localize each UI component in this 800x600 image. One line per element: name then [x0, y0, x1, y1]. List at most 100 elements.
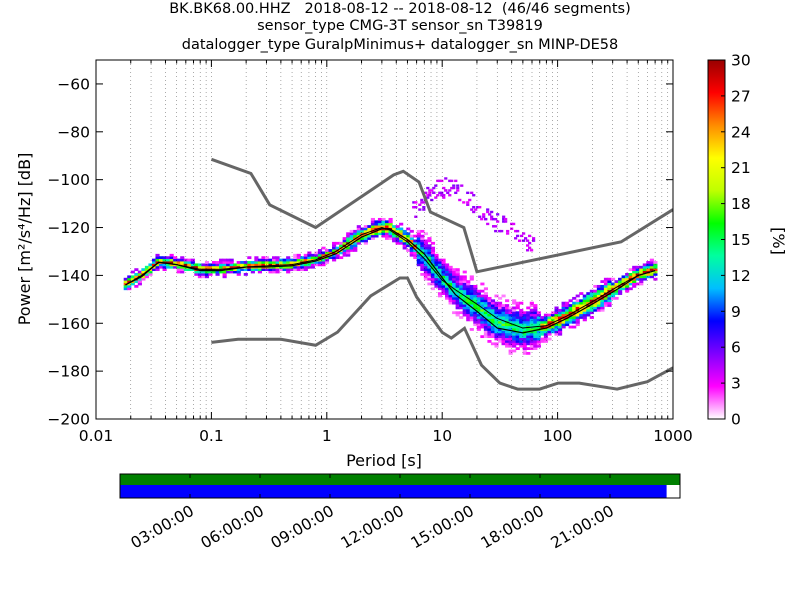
heatmap-cell: [543, 330, 549, 334]
heatmap-cell: [533, 320, 538, 324]
x-tick-label: 1000: [653, 427, 692, 445]
heatmap-cell: [215, 273, 220, 276]
heatmap-cell: [579, 292, 584, 295]
heatmap-cell: [430, 280, 436, 283]
heatmap-cell: [409, 234, 414, 238]
heatmap-cell: [219, 258, 224, 262]
heatmap-cell: [639, 280, 644, 283]
heatmap-cell: [226, 265, 231, 269]
heatmap-cell: [536, 323, 541, 327]
heatmap-cell: [610, 294, 616, 298]
heatmap-cell: [370, 225, 375, 228]
heatmap-cell: [501, 320, 506, 324]
heatmap-cell: [137, 277, 142, 281]
heatmap-cell: [275, 261, 280, 264]
heatmap-cell: [420, 253, 425, 257]
heatmap-cell: [423, 251, 428, 255]
heatmap-cell: [363, 234, 368, 238]
heatmap-cell: [501, 340, 506, 343]
heatmap-cell: [543, 335, 549, 339]
heatmap-cell: [480, 311, 485, 315]
heatmap-cell: [635, 277, 640, 281]
heatmap-cell: [596, 308, 601, 312]
heatmap-cell: [395, 227, 400, 231]
heatmap-cell: [127, 287, 132, 291]
heatmap-cell: [561, 311, 566, 315]
colorbar-tick-label: 0: [731, 411, 741, 429]
heatmap-cell: [261, 258, 266, 262]
heatmap-cell: [519, 335, 524, 339]
heatmap-cell: [526, 340, 531, 343]
heatmap-cell: [462, 299, 467, 303]
heatmap-cell: [420, 198, 424, 202]
heatmap-cell: [533, 311, 538, 315]
heatmap-cell: [310, 265, 315, 269]
heatmap-cell: [490, 328, 496, 331]
heatmap-cell: [208, 263, 213, 267]
heatmap-cell: [342, 249, 347, 252]
heatmap-cell: [384, 222, 390, 226]
heatmap-cell: [593, 296, 598, 300]
heatmap-cell: [600, 306, 605, 310]
heatmap-cell: [607, 282, 612, 286]
heatmap-cell: [505, 313, 510, 317]
heatmap-cell: [476, 320, 481, 324]
heatmap-cell: [155, 256, 160, 260]
heatmap-cell: [420, 268, 425, 272]
heatmap-cell: [550, 316, 556, 319]
heatmap-cell: [490, 306, 496, 310]
heatmap-cell: [409, 237, 414, 240]
heatmap-cell: [494, 308, 499, 312]
heatmap-cell: [582, 299, 587, 303]
heatmap-cell: [219, 261, 224, 264]
heatmap-cell: [427, 275, 432, 279]
heatmap-cell: [155, 258, 160, 262]
heatmap-cell: [300, 256, 305, 260]
heatmap-cell: [314, 253, 319, 257]
heatmap-cell: [406, 232, 411, 236]
heatmap-cell: [515, 323, 520, 327]
heatmap-cell: [476, 289, 481, 293]
heatmap-cell: [497, 332, 503, 336]
heatmap-cell: [406, 237, 411, 240]
heatmap-cell: [332, 258, 337, 262]
heatmap-cell: [441, 284, 446, 288]
heatmap-cell: [500, 229, 504, 233]
heatmap-cell: [459, 296, 464, 300]
heatmap-cell: [250, 268, 255, 272]
heatmap-cell: [515, 337, 520, 341]
heatmap-cell: [582, 296, 587, 300]
heatmap-cell: [423, 270, 428, 274]
heatmap-cell: [582, 294, 587, 298]
heatmap-cell: [540, 316, 545, 319]
heatmap-cell: [561, 320, 566, 324]
heatmap-cell: [420, 265, 425, 269]
heatmap-cell: [155, 253, 160, 257]
heatmap-cell: [480, 282, 485, 286]
heatmap-cell: [381, 220, 386, 224]
heatmap-cell: [155, 268, 160, 272]
heatmap-cell: [452, 270, 457, 274]
heatmap-cell: [430, 251, 436, 255]
heatmap-cell: [208, 270, 213, 274]
heatmap-cell: [596, 301, 601, 305]
heatmap-cell: [360, 237, 365, 240]
heatmap-cell: [427, 256, 432, 260]
time-tick-label: 09:00:00: [268, 502, 337, 552]
heatmap-cell: [428, 189, 432, 192]
heatmap-cell: [310, 256, 315, 260]
heatmap-cell: [180, 256, 185, 260]
heatmap-cell: [469, 294, 474, 298]
heatmap-cell: [589, 304, 594, 307]
heatmap-cell: [482, 215, 486, 218]
heatmap-cell: [293, 265, 298, 269]
heatmap-cell: [561, 325, 566, 329]
heatmap-cell: [483, 287, 488, 291]
heatmap-cell: [187, 258, 192, 262]
heatmap-cell: [367, 237, 372, 240]
heatmap-cell: [529, 308, 534, 312]
heatmap-cell: [589, 289, 594, 293]
heatmap-cell: [575, 318, 580, 322]
heatmap-cell: [180, 265, 185, 269]
